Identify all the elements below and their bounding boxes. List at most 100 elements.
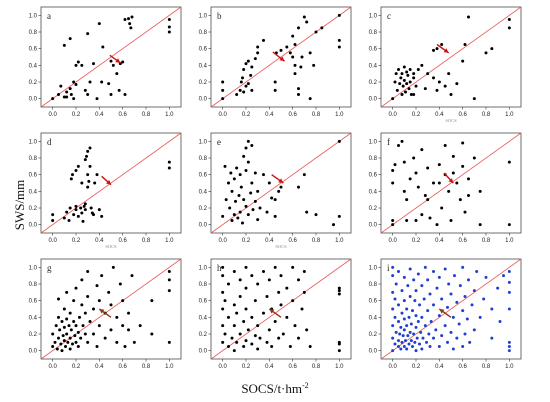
data-point — [111, 63, 115, 67]
data-point — [402, 189, 406, 193]
data-point — [399, 76, 403, 80]
data-point — [51, 345, 55, 348]
data-point — [402, 275, 406, 279]
data-point — [109, 59, 113, 63]
data-point — [426, 309, 430, 313]
data-point — [73, 334, 77, 338]
data-point — [86, 32, 90, 36]
data-point — [428, 345, 432, 348]
data-point — [221, 290, 225, 294]
data-point — [223, 299, 227, 303]
y-tick-label: 0.4 — [29, 63, 38, 69]
data-point — [123, 93, 127, 96]
data-point — [101, 45, 105, 49]
x-tick-label: 0.6 — [458, 364, 467, 370]
arrow-head — [99, 309, 105, 314]
data-point — [437, 275, 441, 279]
data-point — [478, 315, 482, 319]
data-point — [411, 309, 414, 313]
y-tick-label: 1.0 — [199, 265, 208, 271]
data-point — [302, 173, 306, 177]
data-point — [54, 324, 58, 328]
y-tick-label: 1.0 — [199, 139, 208, 145]
x-tick-label: 0.8 — [142, 238, 151, 244]
y-tick-label: 0.4 — [29, 315, 38, 321]
data-point — [291, 265, 295, 269]
y-tick-label: 0.2 — [369, 80, 378, 86]
data-point — [88, 146, 92, 150]
panel-frame — [380, 6, 522, 108]
data-point — [95, 284, 99, 288]
data-point — [81, 324, 85, 328]
data-point — [423, 87, 427, 91]
data-point — [291, 55, 295, 59]
data-point — [71, 342, 74, 346]
data-point — [244, 265, 248, 269]
data-point — [227, 282, 230, 286]
data-point — [251, 208, 255, 212]
data-point — [167, 270, 171, 273]
data-point — [437, 181, 441, 185]
y-tick-label: 0.6 — [29, 299, 38, 305]
data-point — [305, 20, 309, 24]
y-tick-label: 0.0 — [369, 223, 378, 229]
data-point — [68, 37, 72, 41]
data-point — [300, 307, 304, 311]
data-point — [416, 68, 420, 71]
data-point — [422, 297, 426, 301]
y-tick-label: 0.0 — [369, 97, 378, 103]
data-point — [440, 206, 444, 210]
data-point — [250, 274, 254, 278]
data-point — [426, 198, 430, 202]
data-point — [235, 166, 239, 170]
data-point — [401, 334, 405, 338]
data-point — [51, 332, 55, 336]
panel-e: 0.0 0.0 0.2 0.2 0.4 0.4 0.6 0.6 0.8 0.8 1.0 1.0 e SOC… — [199, 132, 352, 249]
y-tick-label: 0.8 — [29, 156, 38, 162]
arrow-head — [278, 178, 284, 183]
data-point — [72, 320, 76, 323]
data-point — [463, 43, 467, 46]
data-point — [69, 177, 73, 181]
data-point — [406, 334, 410, 338]
data-point — [83, 88, 87, 92]
data-point — [250, 342, 254, 346]
data-point — [507, 18, 511, 21]
data-point — [455, 300, 459, 304]
data-point — [412, 332, 416, 336]
data-point — [253, 171, 257, 175]
data-point — [414, 289, 418, 293]
data-point — [455, 336, 459, 340]
data-point — [426, 166, 430, 170]
data-point — [507, 160, 511, 164]
data-point — [127, 311, 130, 315]
data-point — [244, 146, 248, 150]
panel-frame — [40, 6, 182, 108]
data-point — [416, 185, 420, 189]
data-point — [293, 72, 297, 76]
data-point — [291, 299, 295, 303]
data-point — [449, 93, 453, 96]
data-point — [76, 345, 80, 348]
data-point — [404, 339, 407, 343]
x-tick-label: 1.0 — [505, 112, 514, 118]
panel-label: f — [387, 137, 390, 147]
data-point — [227, 315, 230, 319]
data-point — [468, 340, 472, 344]
data-point — [285, 315, 289, 319]
data-point — [241, 76, 244, 80]
panel-label: h — [217, 263, 222, 273]
data-point — [109, 303, 113, 307]
data-point — [432, 303, 435, 307]
data-point — [238, 278, 242, 282]
data-point — [407, 342, 411, 346]
data-point — [402, 65, 406, 69]
data-point — [118, 282, 122, 286]
data-point — [400, 93, 404, 96]
data-point — [408, 330, 412, 334]
panel-frame — [40, 258, 182, 360]
data-point — [244, 84, 248, 88]
y-tick-label: 0.8 — [199, 282, 208, 288]
arrow-head — [279, 56, 285, 62]
data-point — [391, 336, 395, 340]
